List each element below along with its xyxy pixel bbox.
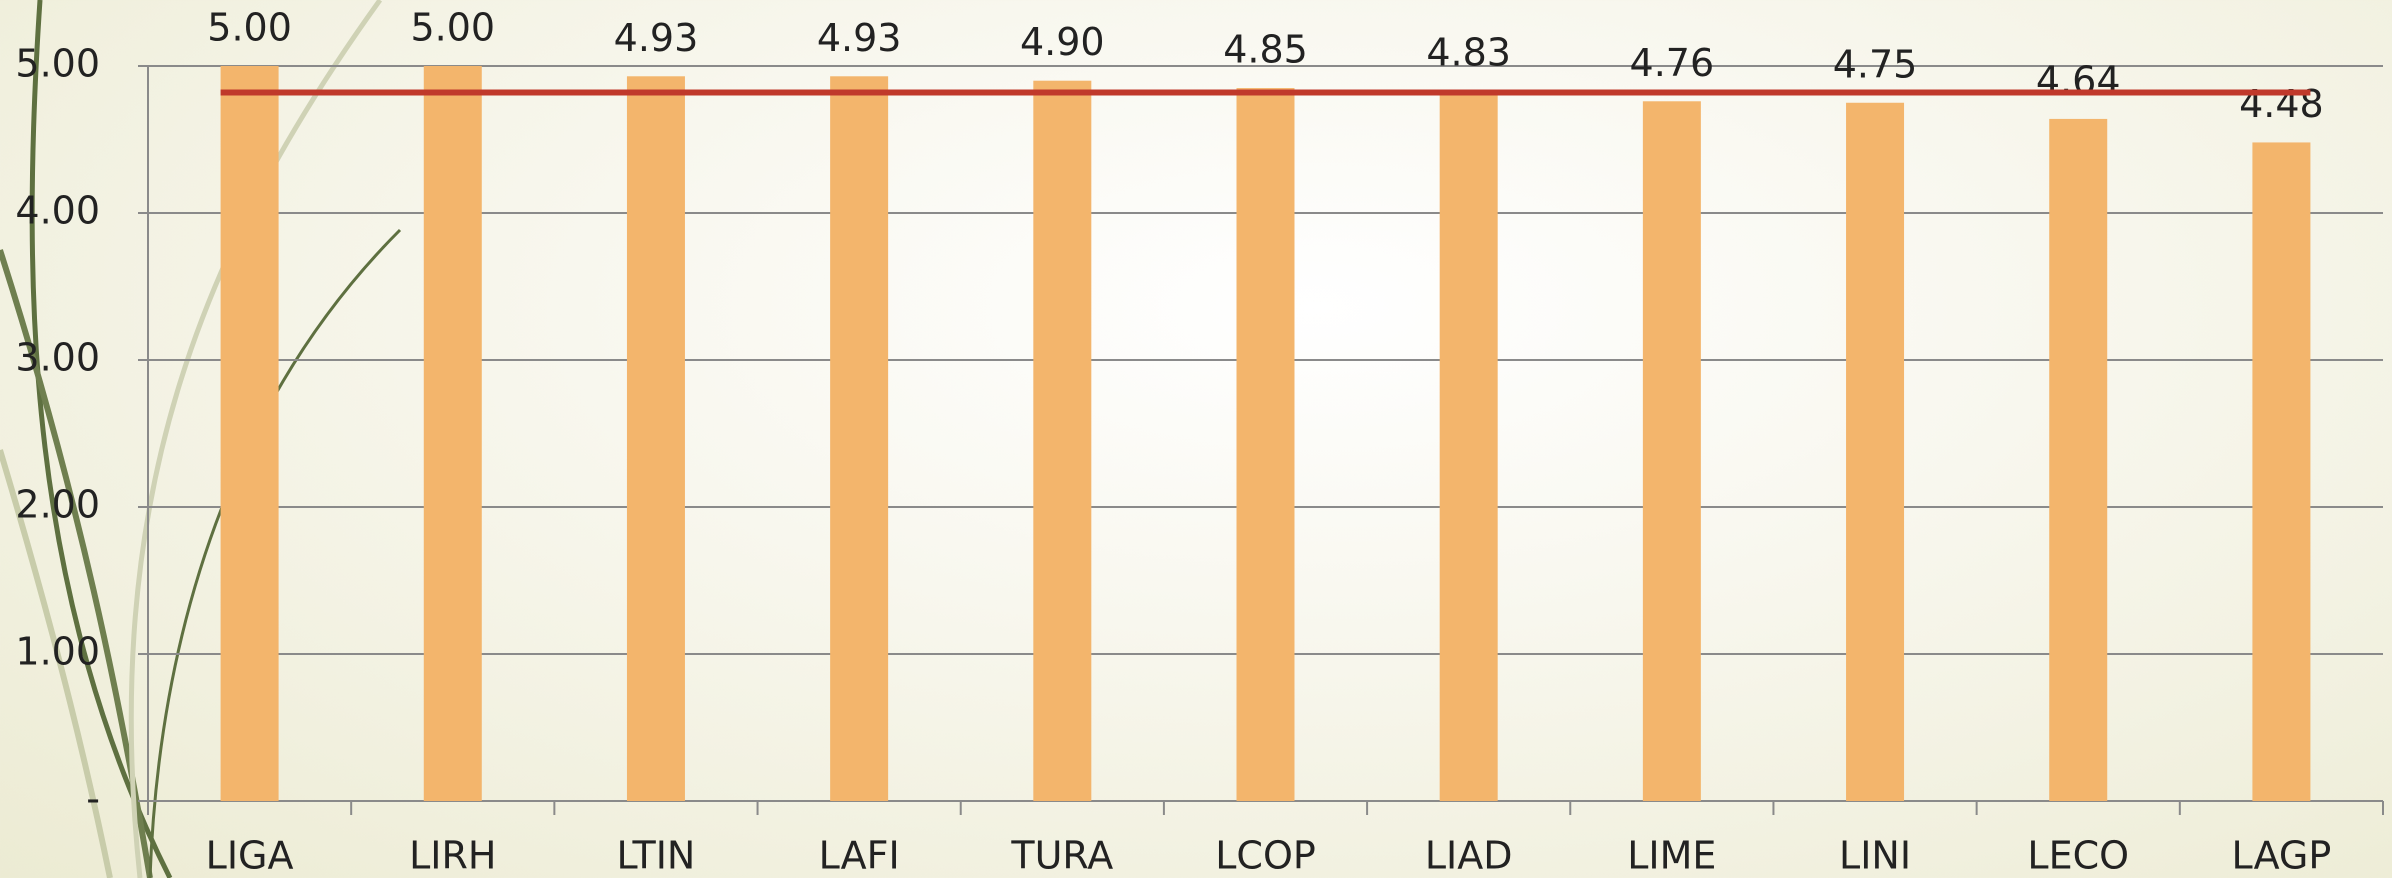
y-tick-label: 2.00 [15,483,100,527]
value-label: 4.75 [1833,42,1918,86]
chart: - 1.00 2.00 3.00 4.00 5.00 5.00 LIGA 5.00 LIRH 4.9… [0,0,2392,878]
y-tick-label: - [86,777,100,821]
bar [221,66,279,801]
y-tick-label: 4.00 [15,189,100,233]
x-tick-label: LIGA [206,834,294,878]
x-tick-label: LAFI [819,834,900,878]
x-tick-label: LECO [2027,834,2129,878]
x-tick-label: LINI [1839,834,1911,878]
x-tick-label: LIAD [1425,834,1513,878]
x-tick-label: LAGP [2232,834,2332,878]
y-tick-label: 5.00 [15,42,100,86]
bar [1033,81,1091,801]
y-tick-label: 3.00 [15,336,100,380]
bar [627,76,685,801]
value-label: 5.00 [410,6,495,50]
value-label: 4.83 [1426,30,1511,74]
x-tick-label: LIRH [409,834,496,878]
bar [1237,88,1295,801]
value-label: 4.48 [2239,82,2324,126]
value-label: 4.76 [1630,41,1715,85]
bar [830,76,888,801]
y-tick-label: 1.00 [15,630,100,674]
value-label: 4.93 [817,16,902,60]
x-tick-label: LIME [1627,834,1716,878]
value-label: 4.85 [1223,28,1308,72]
value-label: 5.00 [207,6,292,50]
value-label: 4.64 [2036,58,2121,102]
plot: - 1.00 2.00 3.00 4.00 5.00 5.00 LIGA 5.00 LIRH 4.9… [15,6,2383,878]
decoration [0,0,400,878]
bar [2049,119,2107,801]
value-label: 4.90 [1020,20,1105,64]
bar [1846,103,1904,801]
bar [1643,101,1701,801]
page: {"chart_data": {"type": "bar", "categori… [0,0,2392,878]
bar [2252,142,2310,801]
bar [424,66,482,801]
x-tick-label: TURA [1010,834,1113,878]
bar [1440,91,1498,801]
x-tick-label: LCOP [1215,834,1316,878]
value-label: 4.93 [614,16,699,60]
x-tick-label: LTIN [617,834,696,878]
